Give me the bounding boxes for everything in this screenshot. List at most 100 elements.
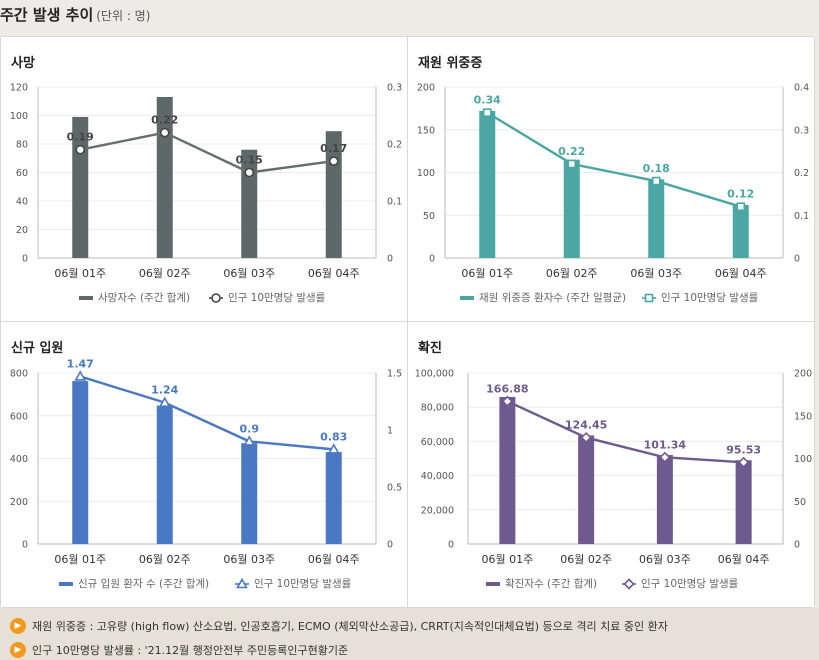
chart-panel-deaths: 사망 0 20 40 60 80 100 120 0 0.1 0.2 0.3 06월 01주 06월 0… [1,37,408,322]
line-series [80,131,334,174]
x-tick-label: 06월 02주 [546,267,598,280]
line-marker [482,108,492,117]
legend-label: 인구 10만명당 발생률 [661,292,759,304]
y2-tick-label: 50 [794,497,806,508]
line-marker [75,144,86,155]
chart-panel-confirmed: 확진 0 20,000 40,000 60,000 80,000 100,000 0 50 10… [408,322,814,607]
note-text: 인구 10만명당 발생률 : '21.12월 행정안전부 주민등록인구현황기준 [32,644,349,657]
line-marker [623,578,635,590]
legend-label: 재원 위중증 환자수 (주간 일평균) [479,291,626,304]
line-marker [501,395,514,407]
data-label: 0.22 [558,145,585,158]
data-label: 1.47 [67,357,94,370]
y-tick-label: 120 [10,83,28,94]
line-marker [159,127,170,138]
y2-tick-label: 1.5 [387,369,402,380]
y2-tick-label: 0 [387,540,393,551]
x-tick-label: 06월 01주 [461,267,513,280]
x-tick-label: 06월 02주 [560,553,612,566]
bar [499,396,516,544]
line-marker [327,443,340,454]
chart-svg-critical: 0 50 100 150 200 0 0.1 0.2 0.3 0.4 06월 01주 06월 02주 0… [417,83,809,305]
x-tick-label: 06월 03주 [223,553,275,566]
y-tick-label: 100 [10,111,28,122]
y-tick-label: 100,000 [415,369,454,380]
notes-bar: ▶ 재원 위중증 : 고유량 (high flow) 산소요법, 인공호흡기, E… [0,608,819,660]
chart-svg-admissions: 0 200 400 600 800 0 0.5 1 1.5 06월 01주 06월 02주 06월 0… [10,357,402,590]
data-label: 0.22 [151,114,178,127]
x-tick-label: 06월 03주 [639,553,691,566]
bar [563,159,580,258]
line-marker [567,159,577,169]
note-text: 재원 위중증 : 고유량 (high flow) 산소요법, 인공호흡기, EC… [32,620,668,633]
y2-tick-label: 100 [794,454,812,465]
y-tick-label: 20 [16,225,28,236]
y2-tick-label: 0.2 [387,140,402,151]
y-tick-label: 0 [22,254,28,265]
chart-grid: 사망 0 20 40 60 80 100 120 0 0.1 0.2 0.3 06월 01주 06월 0… [0,36,815,608]
y2-tick-label: 0.1 [794,211,809,222]
y2-tick-label: 0.1 [387,197,402,208]
line-marker [651,176,661,186]
y2-tick-label: 0 [794,254,800,265]
y2-tick-label: 0 [387,254,393,265]
y-tick-label: 60,000 [421,437,454,448]
x-tick-label: 06월 04주 [308,267,360,280]
legend-label: 확진자수 (주간 합계) [505,577,597,590]
x-tick-label: 06월 02주 [139,553,191,566]
x-tick-label: 06월 03주 [630,267,682,280]
data-label: 101.34 [644,438,687,451]
x-tick-label: 06월 04주 [308,553,360,566]
x-tick-label: 06월 01주 [482,553,534,566]
y-tick-label: 800 [10,369,28,380]
legend-swatch-bar [460,296,474,300]
y-tick-label: 400 [10,454,28,465]
bar [648,179,665,258]
chart-title: 재원 위중증 [418,56,483,71]
y-tick-label: 50 [423,211,435,222]
line-series [79,375,334,451]
legend-swatch-bar [486,582,500,586]
chart-title: 사망 [11,56,35,71]
bar [732,204,749,258]
y-tick-label: 0 [429,254,435,265]
chart-panel-admissions: 신규 입원 0 200 400 600 800 0 0.5 1 1.5 06월 01주 06월 02… [1,322,408,607]
line-marker [737,456,750,468]
y-tick-label: 150 [417,125,435,136]
data-label: 95.53 [726,443,761,456]
y-tick-label: 80 [16,140,28,151]
data-label: 0.17 [320,142,347,155]
line-series [486,111,742,208]
data-label: 0.34 [474,94,501,107]
y-tick-label: 200 [417,83,435,94]
bar [479,110,496,258]
y2-tick-label: 0.3 [794,125,809,136]
data-label: 0.12 [727,188,754,201]
y-tick-label: 600 [10,411,28,422]
x-tick-label: 06월 01주 [54,267,106,280]
y-tick-label: 20,000 [421,505,454,516]
legend-swatch-bar [59,582,73,586]
line-marker [244,167,255,178]
data-label: 0.15 [236,154,263,167]
y2-tick-label: 0 [794,540,800,551]
data-label: 166.88 [486,382,528,395]
x-tick-label: 06월 01주 [54,553,106,566]
y-tick-label: 40,000 [421,471,454,482]
y-tick-label: 200 [10,497,28,508]
line-marker [328,156,339,166]
bar [241,149,258,258]
bar [578,435,595,544]
x-tick-label: 06월 04주 [718,553,770,566]
line-series [506,400,744,464]
line-marker [580,431,592,444]
y-tick-label: 0 [448,540,454,551]
legend-label: 인구 10만명당 발생률 [254,578,352,590]
unit-label: (단위 : 명) [96,9,151,23]
legend-label: 인구 10만명당 발생률 [641,578,739,590]
legend-label: 신규 입원 환자 수 (주간 합계) [78,577,209,590]
line-marker [236,577,248,589]
legend-swatch-bar [79,296,93,300]
x-tick-label: 06월 03주 [223,267,275,280]
y-tick-label: 40 [16,197,28,208]
